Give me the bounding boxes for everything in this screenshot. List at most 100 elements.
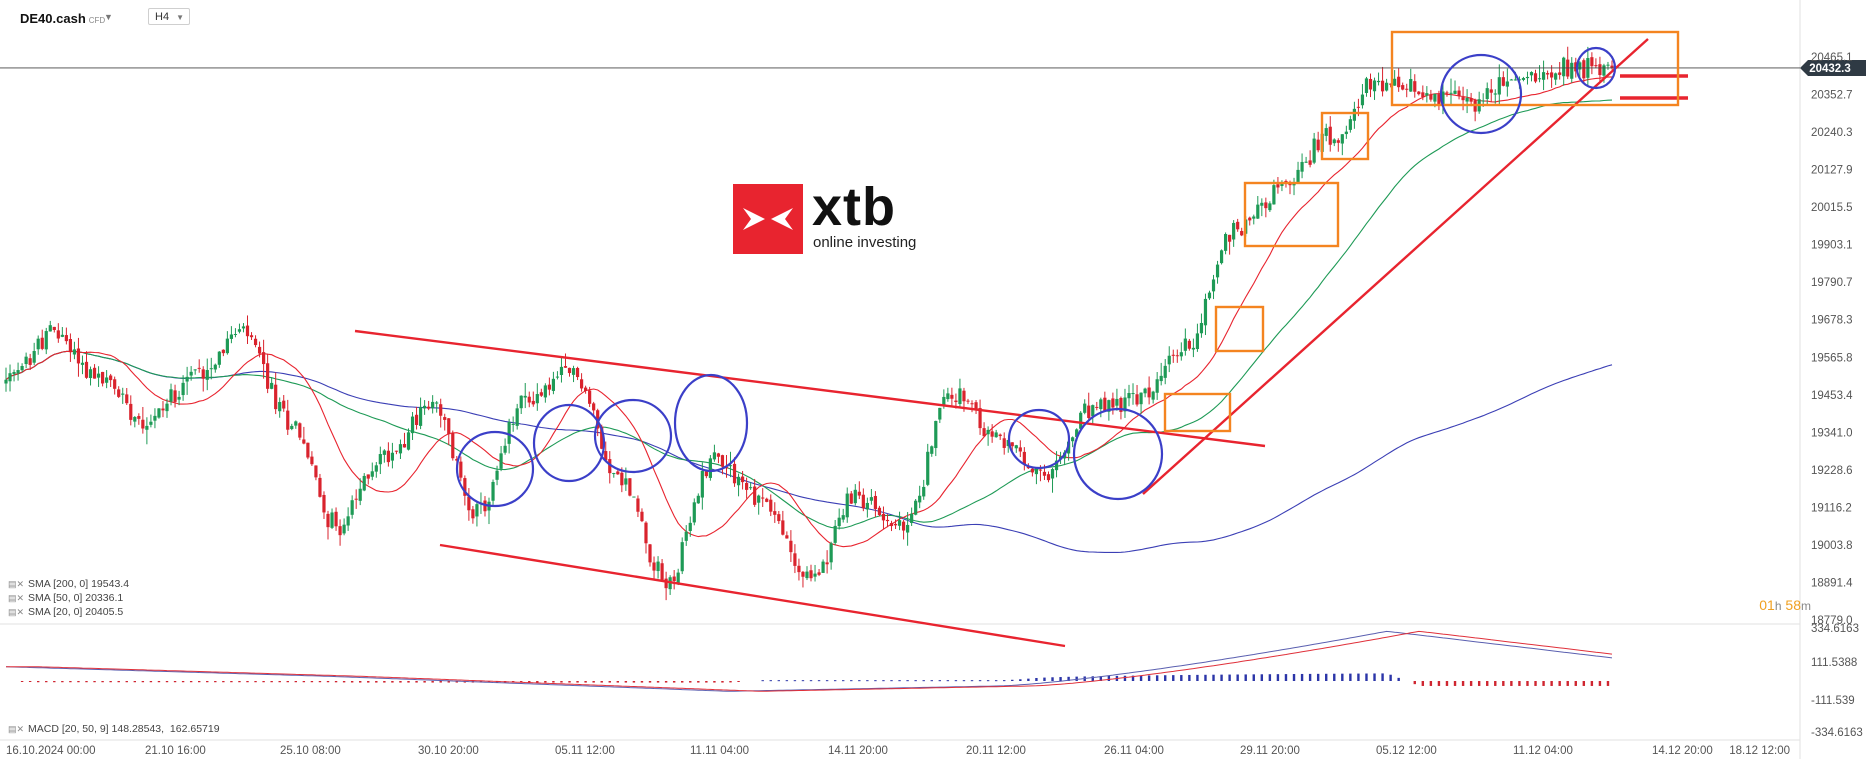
macd-histogram-bar bbox=[584, 681, 587, 683]
highlight-circle bbox=[593, 398, 673, 474]
macd-histogram-bar bbox=[946, 680, 950, 682]
macd-histogram-bar bbox=[713, 681, 716, 683]
price-tick-label: 19116.2 bbox=[1811, 502, 1852, 514]
candle bbox=[745, 482, 749, 490]
candle bbox=[1022, 451, 1026, 465]
macd-histogram-bar bbox=[898, 680, 901, 682]
candle bbox=[785, 535, 789, 539]
candle bbox=[20, 365, 24, 371]
price-tick-label: 20465.1 bbox=[1811, 52, 1853, 64]
candle bbox=[1493, 93, 1497, 95]
sma-20-line bbox=[5, 76, 1613, 548]
highlight-circle bbox=[1072, 407, 1164, 501]
macd-histogram-bar bbox=[254, 681, 257, 683]
macd-histogram-bar bbox=[310, 681, 314, 683]
legend-macd[interactable]: ▤✕ MACD [20, 50, 9] 148.28543, 162.65719 bbox=[8, 723, 220, 735]
candle bbox=[12, 372, 16, 374]
legend-sma20[interactable]: ▤✕ SMA [20, 0] 20405.5 bbox=[8, 606, 124, 618]
macd-histogram-bar bbox=[842, 680, 845, 682]
candle bbox=[515, 408, 519, 426]
time-tick-label: 16.10.2024 00:00 bbox=[6, 745, 96, 757]
highlight-circle bbox=[1439, 53, 1523, 135]
candle bbox=[700, 471, 704, 498]
candle bbox=[455, 458, 459, 461]
candle bbox=[918, 495, 922, 503]
candle bbox=[926, 451, 930, 485]
symbol-selector[interactable]: DE40.cash CFD bbox=[20, 11, 106, 26]
macd-histogram-bar bbox=[793, 680, 797, 682]
candle bbox=[765, 498, 769, 502]
candle bbox=[1481, 100, 1485, 102]
candle bbox=[1087, 405, 1091, 419]
candle bbox=[1324, 128, 1328, 136]
candle bbox=[720, 455, 725, 467]
candle bbox=[1147, 387, 1151, 398]
legend-sma200[interactable]: ▤✕ SMA [200, 0] 19543.4 bbox=[8, 578, 130, 590]
macd-histogram-bar bbox=[1252, 674, 1255, 681]
macd-histogram-bar bbox=[1389, 674, 1392, 681]
candle bbox=[507, 421, 511, 444]
candle bbox=[80, 362, 85, 365]
candle bbox=[753, 486, 757, 505]
chart-toolbar: DE40.cash CFD ▼ H4 ▼ bbox=[0, 0, 1866, 34]
candle bbox=[298, 423, 302, 438]
timeframe-selector[interactable]: H4 ▼ bbox=[148, 8, 190, 25]
candle bbox=[555, 376, 560, 378]
candle bbox=[141, 419, 145, 429]
settings-icon[interactable]: ▤✕ bbox=[8, 593, 25, 603]
macd-histogram-bar bbox=[206, 681, 209, 683]
candle bbox=[1232, 222, 1236, 240]
candle bbox=[402, 443, 407, 448]
candle bbox=[829, 543, 833, 563]
candle bbox=[575, 368, 580, 378]
macd-histogram-bar bbox=[1164, 675, 1167, 681]
macd-histogram-bar bbox=[1027, 678, 1030, 681]
candle bbox=[1071, 437, 1075, 442]
candle bbox=[467, 496, 471, 511]
candle bbox=[274, 384, 278, 410]
macd-histogram-bar bbox=[1059, 677, 1062, 681]
macd-histogram-bar bbox=[689, 681, 692, 683]
candle bbox=[579, 379, 584, 389]
macd-histogram-bar bbox=[487, 681, 491, 683]
candle bbox=[88, 369, 93, 379]
macd-histogram-bar bbox=[1598, 681, 1602, 686]
candle bbox=[914, 500, 918, 515]
price-tick-label: 19790.7 bbox=[1811, 277, 1853, 289]
time-tick-label: 14.12 20:00 bbox=[1652, 745, 1713, 757]
macd-histogram-bar bbox=[1421, 681, 1425, 686]
settings-icon[interactable]: ▤✕ bbox=[8, 579, 25, 589]
macd-histogram-bar bbox=[1469, 681, 1473, 686]
candle bbox=[270, 382, 274, 389]
macd-histogram-bar bbox=[520, 681, 523, 683]
macd-histogram-bar bbox=[391, 681, 394, 683]
candle bbox=[1304, 161, 1308, 163]
candle bbox=[1095, 406, 1099, 408]
candle bbox=[414, 414, 419, 425]
settings-icon[interactable]: ▤✕ bbox=[8, 607, 25, 617]
macd-histogram-bar bbox=[1268, 674, 1272, 681]
candle bbox=[439, 404, 443, 416]
settings-icon[interactable]: ▤✕ bbox=[8, 724, 25, 734]
legend-sma50[interactable]: ▤✕ SMA [50, 0] 20336.1 bbox=[8, 592, 124, 604]
candle bbox=[1236, 221, 1240, 230]
candle bbox=[889, 523, 894, 527]
candle bbox=[109, 375, 113, 381]
macd-histogram-bar bbox=[383, 681, 386, 683]
candle bbox=[499, 453, 503, 469]
macd-histogram-bar bbox=[198, 681, 201, 683]
macd-histogram-bar bbox=[552, 681, 555, 683]
candle bbox=[16, 370, 20, 374]
macd-histogram-bar bbox=[447, 681, 450, 683]
macd-histogram-bar bbox=[61, 681, 64, 683]
chevron-down-icon[interactable]: ▼ bbox=[104, 12, 113, 22]
macd-histogram-bar bbox=[938, 680, 942, 682]
macd-histogram-bar bbox=[1188, 674, 1191, 681]
candle bbox=[145, 425, 149, 430]
candle bbox=[32, 351, 36, 363]
highlight-circle bbox=[1007, 408, 1071, 470]
candle bbox=[592, 403, 596, 411]
candle bbox=[1449, 92, 1453, 94]
candle bbox=[338, 526, 342, 536]
